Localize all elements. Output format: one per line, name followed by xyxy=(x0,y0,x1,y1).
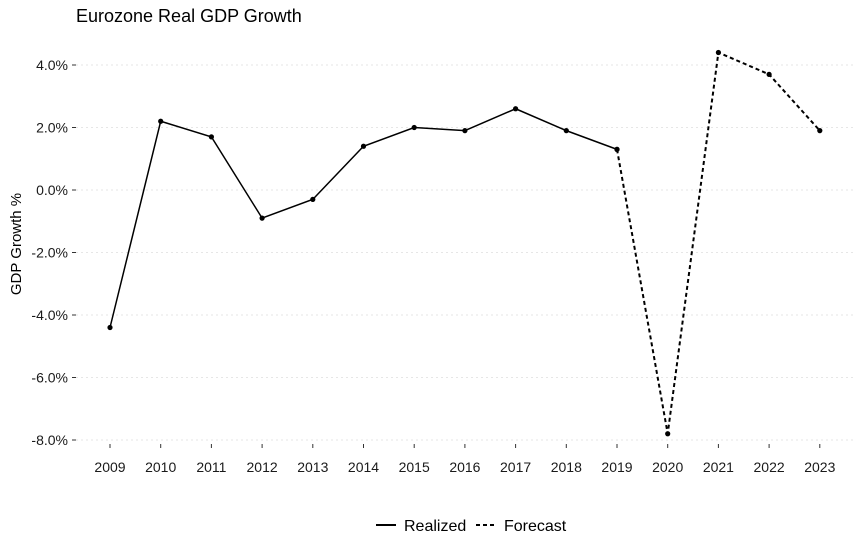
data-point-realized xyxy=(563,128,569,134)
data-point-forecast xyxy=(817,128,823,134)
y-tick-label: -4.0% xyxy=(31,307,68,323)
x-tick-label: 2013 xyxy=(297,459,328,475)
data-point-realized xyxy=(411,124,417,131)
y-tick-label: 0.0% xyxy=(36,182,68,198)
data-point-realized xyxy=(208,134,214,140)
series-line-realized xyxy=(109,107,618,328)
data-point-forecast xyxy=(766,71,772,77)
data-point-realized xyxy=(360,143,367,149)
legend-label-forecast: Forecast xyxy=(504,518,567,535)
y-tick-label: 4.0% xyxy=(36,57,68,73)
data-point-realized xyxy=(310,196,316,202)
data-point-forecast xyxy=(614,146,620,152)
data-point-realized xyxy=(107,324,113,331)
data-point-realized xyxy=(158,118,164,124)
x-tick-label: 2016 xyxy=(449,459,480,475)
data-point-realized xyxy=(259,215,265,221)
x-tick-label: 2015 xyxy=(399,459,430,475)
series-lines xyxy=(109,51,821,434)
series-line-forecast xyxy=(616,51,821,434)
chart-title: Eurozone Real GDP Growth xyxy=(76,6,302,26)
x-tick-label: 2012 xyxy=(247,459,278,475)
y-tick-label: -2.0% xyxy=(31,245,68,261)
x-tick-label: 2017 xyxy=(500,459,531,475)
data-points xyxy=(107,49,823,437)
grid xyxy=(76,64,855,441)
y-tick-label: 2.0% xyxy=(36,120,68,136)
y-axis-label: GDP Growth % xyxy=(8,193,25,295)
x-tick-label: 2022 xyxy=(754,459,785,475)
x-tick-label: 2019 xyxy=(601,459,632,475)
legend-label-realized: Realized xyxy=(404,518,466,535)
x-tick-label: 2009 xyxy=(94,459,125,475)
legend: Realized Forecast xyxy=(376,518,567,535)
x-tick-label: 2011 xyxy=(196,459,226,475)
x-tick-label: 2010 xyxy=(145,459,176,475)
data-point-forecast xyxy=(715,49,722,56)
x-axis-ticks: 2009 2010 2011 2012 2013 2014 2015 2016 2017 2018… xyxy=(94,444,836,475)
y-tick-label: -6.0% xyxy=(31,370,68,386)
x-tick-label: 2020 xyxy=(652,459,683,475)
x-tick-label: 2014 xyxy=(348,459,379,475)
data-point-forecast xyxy=(665,431,671,437)
y-axis-ticks: 4.0% 2.0% 0.0% -2.0% -4.0% -6.0% -8.0% xyxy=(31,57,76,448)
y-tick-label: -8.0% xyxy=(31,432,68,448)
data-point-realized xyxy=(513,106,519,112)
x-tick-label: 2021 xyxy=(703,459,734,475)
data-point-realized xyxy=(462,128,468,134)
x-tick-label: 2018 xyxy=(551,459,582,475)
x-tick-label: 2023 xyxy=(804,459,835,475)
